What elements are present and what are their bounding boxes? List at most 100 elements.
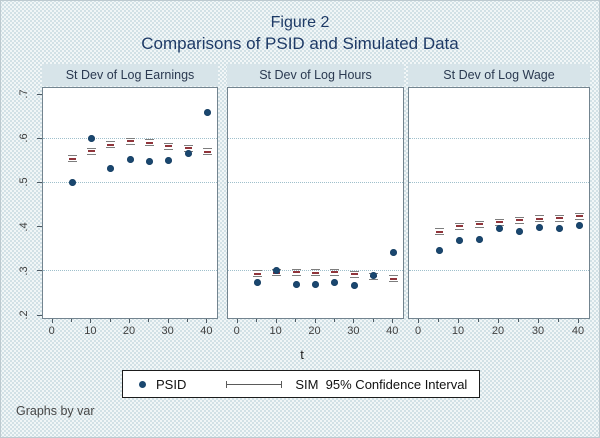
legend-psid-label: PSID	[156, 376, 187, 392]
x-tick	[392, 319, 394, 323]
x-tick-label: 10	[84, 325, 97, 337]
x-tick	[458, 319, 459, 323]
psid-point	[575, 222, 583, 230]
gridline	[228, 138, 403, 140]
x-minor-tick	[295, 319, 297, 322]
plot-area-earnings	[42, 87, 218, 319]
x-tick-label: 20	[122, 325, 136, 337]
x-tick-label: 0	[233, 325, 240, 337]
x-tick-label: 40	[386, 325, 399, 337]
x-tick	[206, 319, 208, 323]
sim-ci-marker	[434, 228, 444, 236]
x-tick-label: 20	[308, 325, 321, 337]
x-tick-label: 30	[347, 325, 360, 337]
psid-point	[535, 223, 543, 231]
sim-ci-marker	[164, 142, 174, 150]
sim-ci-marker	[106, 141, 116, 149]
psid-point	[165, 156, 173, 164]
sim-ci-marker	[202, 148, 212, 156]
graphs-by-note: Graphs by var	[16, 404, 95, 418]
x-axis-wage: 0 10 20 30 40	[408, 319, 590, 343]
x-tick	[314, 319, 316, 323]
x-minor-tick	[187, 319, 188, 322]
x-minor-tick	[109, 319, 111, 322]
psid-point	[253, 279, 261, 286]
sim-ci-marker	[125, 137, 135, 145]
psid-dot-icon	[139, 380, 146, 388]
psid-point	[495, 224, 503, 232]
y-tick-label: .4	[18, 222, 30, 232]
psid-point	[331, 279, 339, 287]
x-tick	[90, 319, 92, 323]
panel-title-wage: St Dev of Log Wage	[408, 64, 590, 86]
x-minor-tick	[438, 319, 439, 322]
psid-point	[107, 164, 115, 172]
panel-st-dev-log-hours: St Dev of Log Hours 0 10 20 30 40	[227, 64, 404, 341]
confidence-interval-icon	[226, 380, 283, 389]
y-tick	[37, 93, 42, 95]
x-tick	[538, 319, 539, 323]
sim-ci-marker	[574, 212, 584, 220]
x-minor-tick	[148, 319, 150, 322]
panel-st-dev-log-earnings: St Dev of Log Earnings 0 10 20 30 40	[42, 64, 218, 341]
x-tick-label: 20	[491, 325, 505, 337]
plot-area-wage	[408, 87, 590, 319]
psid-point	[515, 227, 523, 235]
sim-ci-marker	[349, 270, 359, 278]
y-tick	[37, 226, 42, 228]
figure-title: Figure 2 Comparisons of PSID and Simulat…	[0, 13, 600, 55]
figure-title-line1: Figure 2	[270, 14, 330, 31]
x-tick	[275, 319, 277, 323]
psid-point	[203, 108, 211, 116]
psid-point	[455, 236, 463, 244]
psid-point	[475, 235, 483, 243]
x-tick-label: 40	[200, 325, 213, 337]
x-tick	[236, 319, 238, 323]
x-minor-tick	[518, 319, 519, 322]
x-axis-hours: 0 10 20 30 40	[227, 319, 404, 343]
panel-st-dev-log-wage: St Dev of Log Wage 0 10 20 30 40	[408, 64, 590, 341]
legend-sim-label: SIM 95% Confidence Interval	[295, 376, 468, 392]
panel-title-earnings: St Dev of Log Earnings	[42, 64, 218, 86]
x-minor-tick	[558, 319, 559, 322]
psid-point	[555, 224, 563, 232]
x-tick	[418, 319, 419, 323]
plot-area-hours	[227, 87, 404, 319]
psid-point	[389, 248, 397, 256]
x-minor-tick	[478, 319, 479, 322]
x-tick	[498, 319, 499, 323]
psid-point	[68, 179, 76, 187]
x-minor-tick	[372, 319, 374, 322]
sim-ci-marker	[388, 275, 398, 283]
x-tick-label: 0	[414, 325, 422, 337]
gridline	[409, 182, 589, 184]
y-tick	[37, 314, 42, 316]
psid-point	[292, 280, 300, 288]
x-tick	[129, 319, 130, 323]
x-tick-label: 30	[531, 325, 545, 337]
y-tick-label: .6	[18, 133, 30, 143]
x-axis-earnings: 0 10 20 30 40	[42, 319, 218, 343]
sim-ci-marker	[86, 147, 96, 155]
x-tick-label: 10	[451, 325, 465, 337]
sim-ci-marker	[291, 268, 301, 276]
x-tick	[167, 319, 169, 323]
legend: PSID SIM 95% Confidence Interval	[122, 370, 480, 398]
x-minor-tick	[256, 319, 258, 322]
psid-point	[312, 280, 319, 288]
y-tick-label: .2	[18, 310, 30, 320]
sim-ci-marker	[534, 215, 544, 223]
gridline	[409, 138, 589, 140]
gridline	[43, 182, 217, 184]
gridline	[409, 269, 589, 271]
x-tick-label: 30	[161, 325, 174, 337]
x-axis-label: t	[300, 347, 304, 362]
x-tick	[353, 319, 355, 323]
y-tick-label: .5	[18, 177, 30, 188]
x-tick-label: 0	[48, 325, 55, 337]
psid-point	[273, 266, 281, 274]
x-tick	[51, 319, 53, 323]
y-tick-label: .3	[18, 266, 30, 276]
sim-ci-marker	[67, 155, 77, 163]
sim-ci-marker	[144, 139, 154, 147]
